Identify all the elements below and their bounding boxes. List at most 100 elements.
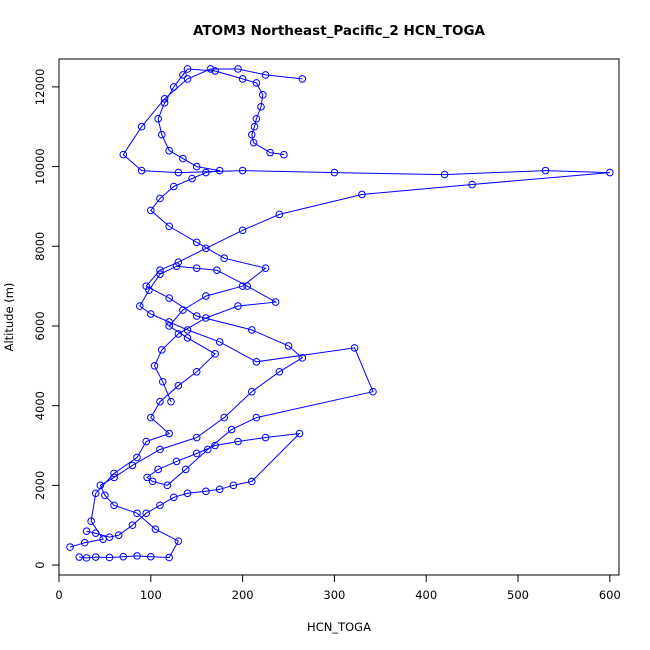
data-point [135,302,144,310]
data-point [234,302,242,310]
series-line [69,68,284,548]
y-axis: 0 2000 4000 6000 8000 10000 12000 [33,69,60,569]
data-point [213,266,221,274]
data-point [238,282,247,290]
data-point [192,312,201,320]
series-3 [82,262,377,541]
data-point [211,441,219,450]
data-point [243,282,251,290]
data-point [165,322,173,330]
data-point [80,538,89,547]
data-point [202,314,210,322]
data-point [192,449,201,458]
data-point [145,286,153,294]
data-point [203,445,212,454]
data-point [192,433,201,442]
data-point [192,367,201,376]
data-point [179,154,187,163]
data-point [151,525,160,533]
data-point [330,168,339,177]
data-point [165,318,173,326]
data-point [358,190,366,199]
data-point [192,162,201,171]
data-point [156,445,164,454]
data-point [156,501,164,510]
data-point [105,533,114,541]
data-point [174,537,183,545]
data-point [165,146,173,155]
data-point [174,330,183,338]
data-point [160,99,169,107]
data-point [172,262,181,270]
data-point [215,338,224,346]
data-point [163,481,172,490]
data-point [266,148,274,157]
data-point [148,477,157,486]
data-point [179,71,187,79]
y-tick-label: 4000 [33,391,47,420]
data-point [156,270,164,278]
data-point [147,552,155,561]
x-tick-label: 600 [599,588,621,602]
data-point [114,531,123,539]
data-point [261,433,270,442]
y-tick-label: 10000 [33,148,47,185]
x-axis-label: HCN_TOGA [307,620,371,634]
data-point [82,554,91,562]
data-point [172,457,181,466]
data-point [252,79,261,87]
data-point [275,367,284,376]
data-point [298,75,307,83]
data-point [154,465,162,474]
series-line [86,265,374,538]
data-point [606,168,614,177]
data-point [91,489,100,498]
data-point [133,552,141,560]
data-point [119,552,128,561]
data-point [202,168,210,177]
data-point [541,166,550,175]
data-point [169,83,178,91]
data-point [183,334,192,342]
series-layer [66,65,614,562]
data-point [261,71,270,79]
data-point [101,491,109,500]
data-point [202,292,210,300]
data-point [202,487,210,496]
data-point [87,517,95,526]
x-tick-label: 400 [415,588,437,602]
data-point [165,294,173,302]
data-point [220,254,229,263]
data-point [227,425,236,434]
data-point [252,358,261,366]
series-line [79,68,610,559]
data-point [247,326,256,334]
data-point [82,527,91,535]
data-point [174,168,183,177]
y-tick-label: 0 [33,561,47,568]
x-tick-label: 100 [140,588,162,602]
data-point [165,222,173,231]
data-point [440,170,449,179]
data-point [252,413,261,422]
data-point [137,166,146,175]
data-point [252,114,261,123]
data-point [156,194,164,203]
data-point [261,264,270,272]
data-point [137,122,146,131]
data-point [156,266,164,274]
data-point [110,501,118,510]
data-point [75,553,83,561]
data-point [169,493,178,502]
series-2 [66,65,288,551]
x-tick-label: 300 [323,588,345,602]
data-point [211,67,219,75]
data-point [183,326,192,334]
data-point [156,397,164,406]
data-point [350,344,359,352]
data-point [259,91,267,99]
data-point [110,469,118,478]
data-point [284,342,293,350]
data-point [143,473,151,482]
